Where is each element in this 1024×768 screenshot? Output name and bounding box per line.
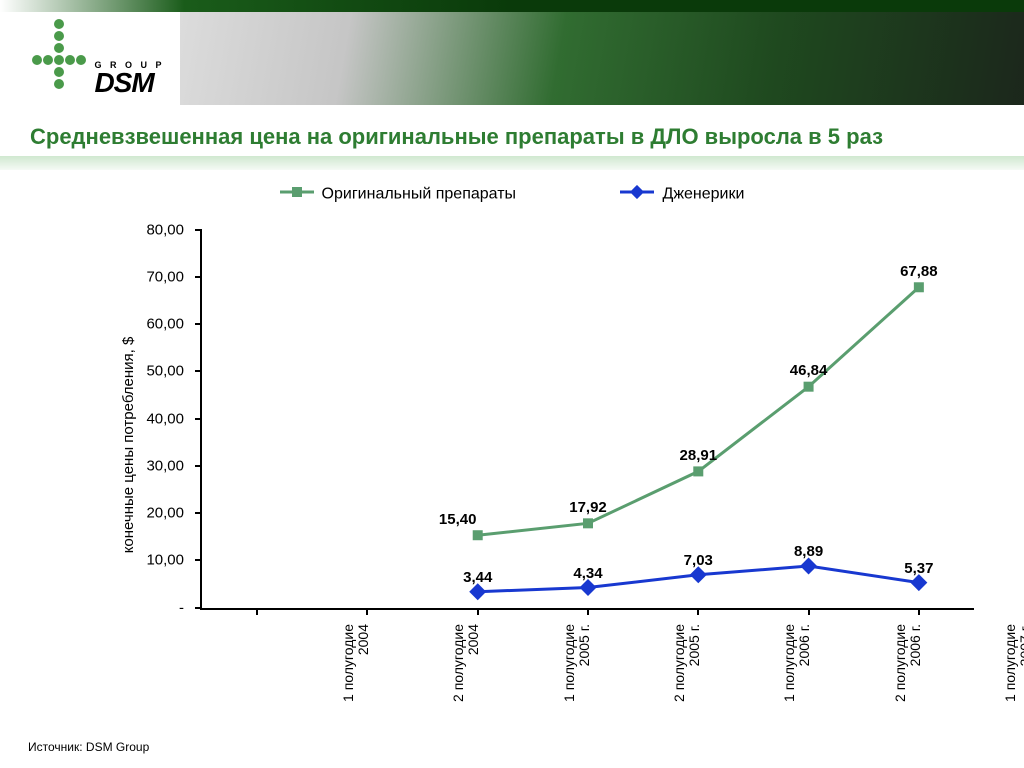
data-label: 8,89 (794, 543, 823, 560)
header-background-image (180, 12, 1024, 105)
y-tick-label: 10,00 (146, 552, 184, 569)
data-label: 5,37 (904, 560, 933, 577)
y-tick-label: 20,00 (146, 505, 184, 522)
x-tick-label: 1 полугодие2004 (341, 624, 372, 702)
data-label: 28,91 (680, 447, 718, 464)
chart: Оригинальный препараты Дженерики конечны… (30, 185, 994, 705)
data-label: 46,84 (790, 362, 828, 379)
y-tick-label: 40,00 (146, 410, 184, 427)
plot: 15,40 17,92 28,91 46,84 67,88 3,44 4,34 7,03 8,8… (200, 230, 974, 610)
logo-name: DSM (94, 70, 164, 95)
legend-item-generic: Дженерики (620, 185, 744, 204)
legend-label: Оригинальный препараты (322, 185, 516, 202)
y-tick-label: 70,00 (146, 268, 184, 285)
x-tick-label: 2 полугодие2005 г. (672, 624, 703, 702)
data-label: 67,88 (900, 263, 938, 280)
data-label: 17,92 (569, 499, 607, 516)
logo-plus-icon (30, 18, 88, 95)
x-tick-label: 2 полугодие2004 (451, 624, 482, 702)
legend-marker-diamond-icon (620, 185, 654, 204)
y-tick-label: 80,00 (146, 221, 184, 238)
logo-text: G R O U P DSM (94, 60, 164, 95)
plot-svg (202, 230, 974, 608)
data-label: 15,40 (439, 511, 477, 528)
x-tick-label: 1 полугодие2007 г. (1003, 624, 1024, 702)
header-top-bar (0, 0, 1024, 12)
data-label: 4,34 (573, 565, 602, 582)
legend-label: Дженерики (662, 185, 744, 202)
y-axis-labels: -10,0020,0030,0040,0050,0060,0070,0080,0… (100, 230, 192, 705)
x-tick-label: 1 полугодие2006 г. (782, 624, 813, 702)
legend-marker-square-icon (280, 185, 314, 204)
y-tick-label: 60,00 (146, 316, 184, 333)
plot-area: -10,0020,0030,0040,0050,0060,0070,0080,0… (100, 230, 974, 705)
logo: G R O U P DSM (30, 18, 164, 95)
source-label: Источник: (28, 740, 83, 754)
data-label: 3,44 (463, 569, 492, 586)
page-title: Средневзвешенная цена на оригинальные пр… (0, 105, 1024, 156)
x-tick-label: 2 полугодие2006 г. (893, 624, 924, 702)
data-label: 7,03 (684, 552, 713, 569)
y-tick-label: - (179, 599, 184, 616)
source-value: DSM Group (86, 740, 149, 754)
legend-item-original: Оригинальный препараты (280, 185, 516, 204)
title-divider (0, 156, 1024, 170)
y-tick-label: 30,00 (146, 457, 184, 474)
source: Источник: DSM Group (28, 740, 149, 754)
y-tick-label: 50,00 (146, 363, 184, 380)
chart-legend: Оригинальный препараты Дженерики (30, 185, 994, 204)
x-tick-label: 1 полугодие2005 г. (562, 624, 593, 702)
header: G R O U P DSM (0, 0, 1024, 105)
